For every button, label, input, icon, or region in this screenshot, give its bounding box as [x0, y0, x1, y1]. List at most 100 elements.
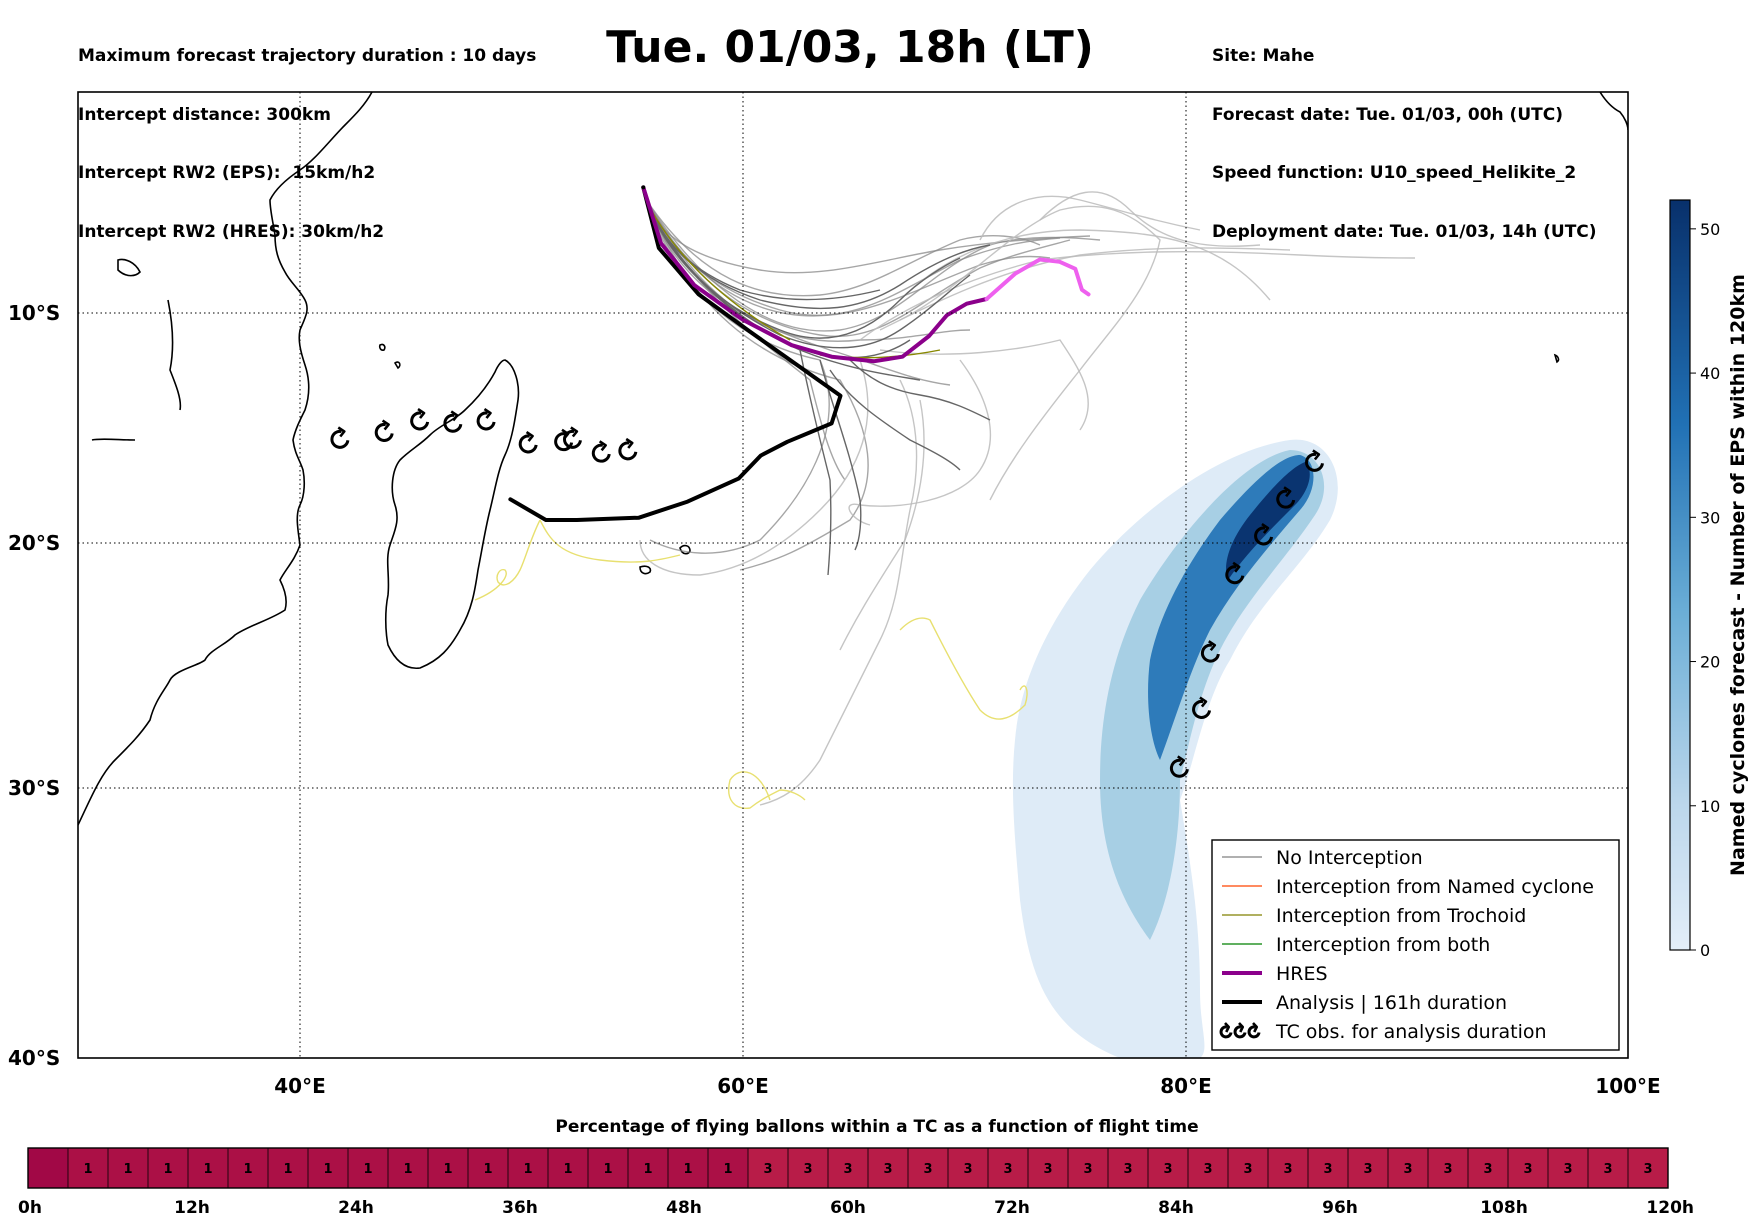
cyclone-icon: [1276, 486, 1296, 509]
percentage-value: 1: [483, 1162, 492, 1177]
legend-label: Interception from Trochoid: [1276, 905, 1526, 927]
legend-item: Interception from Trochoid: [1222, 905, 1526, 927]
cyclone-icon: [330, 426, 350, 449]
percentage-value: 1: [83, 1162, 92, 1177]
legend-label: TC obs. for analysis duration: [1275, 1021, 1547, 1043]
eps-trajectory: [829, 369, 961, 471]
eps-trajectory: [644, 197, 1091, 274]
percentage-value: 1: [723, 1162, 732, 1177]
percentage-cell: [468, 1148, 509, 1188]
param-speed-function: Speed function: U10_speed_Helikite_2: [1212, 163, 1577, 183]
percentage-value: 1: [403, 1162, 412, 1177]
map-frame: [77, 91, 1629, 1059]
percentage-value: 3: [1243, 1162, 1252, 1177]
eps-trajectory: [644, 197, 971, 342]
percentage-value: 3: [1163, 1162, 1172, 1177]
eps-trajectory: [848, 359, 992, 526]
axis-labels: 10°S 20°S 30°S 40°S 40°E 60°E 80°E 100°E: [8, 301, 1661, 1098]
time-label: 96h: [1322, 1198, 1358, 1218]
percentage-value: 3: [1123, 1162, 1132, 1177]
percentage-cell: [868, 1148, 909, 1188]
percentage-value: 1: [243, 1162, 252, 1177]
time-label: 60h: [830, 1198, 866, 1218]
trochoid-interception: [644, 197, 791, 341]
percentage-value: 3: [963, 1162, 972, 1177]
percentage-value: 3: [1523, 1162, 1532, 1177]
percentage-value: 3: [1643, 1162, 1652, 1177]
northeast-coast: [1599, 92, 1628, 131]
percentage-value: 1: [323, 1162, 332, 1177]
legend-item: Analysis | 161h duration: [1222, 992, 1507, 1014]
eps-trajectory: [644, 197, 1051, 317]
percentage-cell: [108, 1148, 149, 1188]
percentage-cell: [28, 1148, 69, 1188]
percentage-cell: [508, 1148, 549, 1188]
colorbar-tick-label: 30: [1700, 508, 1720, 527]
percentage-value: 1: [643, 1162, 652, 1177]
percentage-cell: [148, 1148, 189, 1188]
percentage-bar-frame: [27, 1147, 1669, 1189]
cyclone-icon: [1200, 640, 1220, 663]
lon-label-80e: 80°E: [1160, 1074, 1212, 1098]
param-intercept-eps: Intercept RW2 (EPS): 15km/h2: [78, 163, 376, 183]
percentage-cell: [748, 1148, 789, 1188]
cyclone-icon: [374, 419, 394, 442]
site-marker: [641, 185, 646, 190]
percentage-cell: [1148, 1148, 1189, 1188]
legend-item: Interception from both: [1222, 934, 1490, 956]
percentage-cell: [1028, 1148, 1069, 1188]
percentage-cell: [228, 1148, 269, 1188]
cyclone-icon: [1254, 523, 1274, 546]
percentage-cell: [388, 1148, 429, 1188]
lake-victoria: [117, 258, 141, 277]
percentage-value: 1: [163, 1162, 172, 1177]
percentage-value: 3: [1403, 1162, 1412, 1177]
density-colorbar: 0 10 20 30 40 50 Named cyclones forecast - Nu…: [1669, 199, 1749, 960]
percentage-cell: [1428, 1148, 1469, 1188]
legend-item: TC obs. for analysis duration: [1219, 1021, 1547, 1043]
time-label: 0h: [18, 1198, 42, 1218]
eps-trajectory: [899, 205, 1161, 501]
lat-label-40s: 40°S: [8, 1046, 60, 1070]
percentage-value: 3: [1003, 1162, 1012, 1177]
colorbar-tick-label: 0: [1700, 941, 1710, 960]
trochoid-trajectory: [539, 519, 681, 563]
cyclone-icon: [563, 426, 582, 449]
eps-trajectory: [644, 197, 881, 301]
percentage-value: 1: [363, 1162, 372, 1177]
percentage-cell: [308, 1148, 349, 1188]
percentage-cell: [268, 1148, 309, 1188]
eps-trajectory: [644, 197, 1071, 338]
percentage-value: 1: [523, 1162, 532, 1177]
percentage-cell: [1628, 1148, 1669, 1188]
percentage-cell: [668, 1148, 709, 1188]
percentage-value: 3: [803, 1162, 812, 1177]
mascarene-island-1: [639, 565, 652, 575]
eps-trajectory: [879, 339, 1089, 431]
percentage-cell: [188, 1148, 229, 1188]
percentage-cell: [788, 1148, 829, 1188]
time-label: 84h: [1158, 1198, 1194, 1218]
percentage-cell: [588, 1148, 629, 1188]
site-parameters: Site: Mahe Forecast date: Tue. 01/03, 00…: [1212, 8, 1597, 262]
lon-label-40e: 40°E: [274, 1074, 326, 1098]
percentage-cell: [1348, 1148, 1389, 1188]
cyclone-icon: [1225, 561, 1245, 585]
percentage-value: 3: [1563, 1162, 1572, 1177]
percentage-cell: [1468, 1148, 1509, 1188]
percentage-cell: [988, 1148, 1029, 1188]
colorbar-tick-label: 40: [1700, 364, 1720, 383]
percentage-cell: [1188, 1148, 1229, 1188]
eps-trajectory: [639, 359, 869, 576]
eps-trajectory: [644, 197, 951, 386]
eps-trajectory: [759, 379, 918, 806]
lon-label-60e: 60°E: [717, 1074, 769, 1098]
cyclone-icon: [518, 431, 538, 454]
percentage-cell: [908, 1148, 949, 1188]
analysis-track: [508, 185, 843, 522]
percentage-value: 3: [1283, 1162, 1292, 1177]
percentage-value: 3: [1443, 1162, 1452, 1177]
legend-item: HRES: [1222, 963, 1328, 985]
cyclone-icon: [1305, 449, 1324, 472]
percentage-cell: [628, 1148, 669, 1188]
